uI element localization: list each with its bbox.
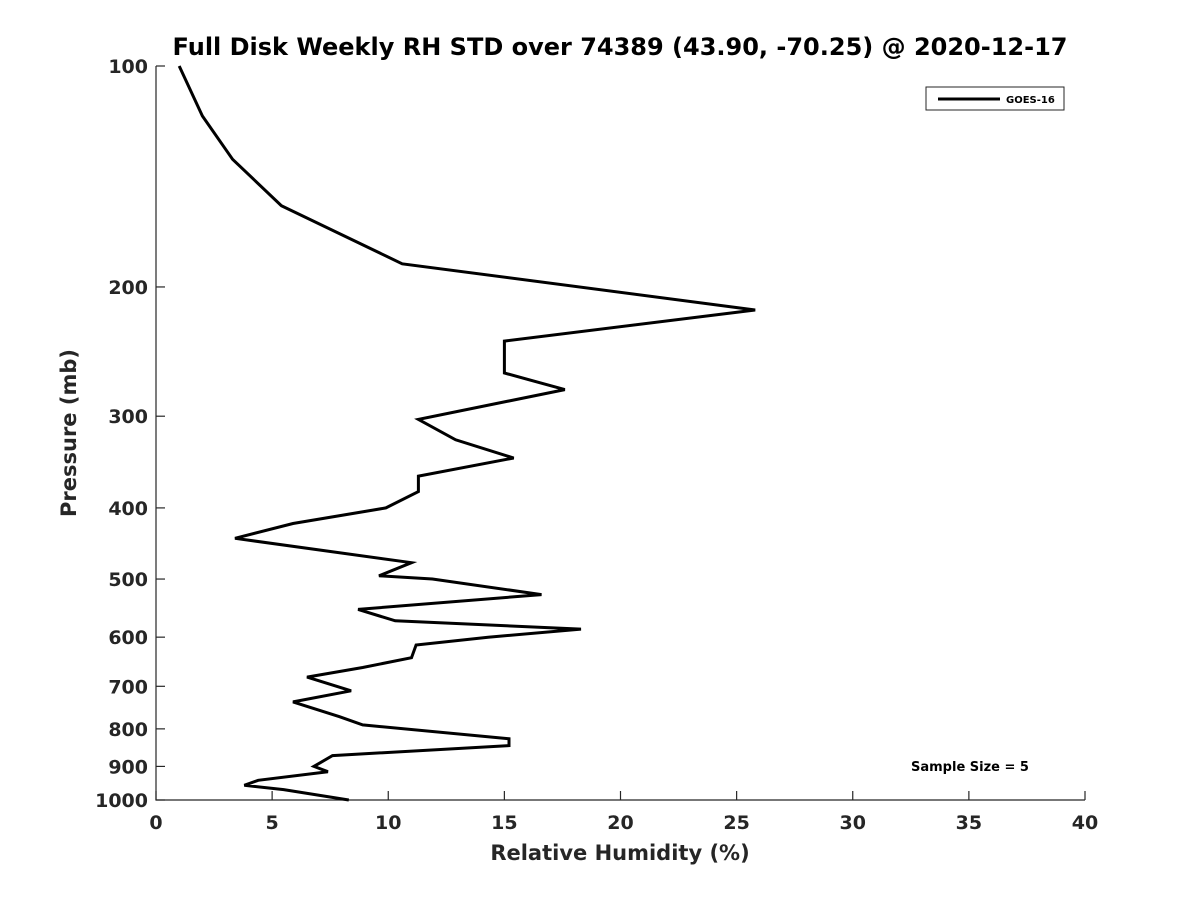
y-axis-label: Pressure (mb) — [57, 349, 81, 517]
x-tick-label: 40 — [1072, 812, 1098, 834]
x-axis: 0 5 10 15 20 25 30 35 40 — [149, 791, 1098, 834]
y-tick-label: 500 — [108, 569, 148, 591]
x-tick-label: 30 — [840, 812, 866, 834]
y-tick-label: 200 — [108, 277, 148, 299]
x-tick-label: 15 — [491, 812, 517, 834]
x-tick-label: 10 — [375, 812, 401, 834]
x-tick-label: 25 — [723, 812, 749, 834]
y-tick-label: 600 — [108, 627, 148, 649]
x-tick-label: 5 — [266, 812, 279, 834]
y-tick-label: 700 — [108, 676, 148, 698]
y-tick-label: 1000 — [95, 790, 148, 812]
legend-label-goes-16: GOES-16 — [1006, 95, 1055, 106]
x-tick-label: 20 — [607, 812, 633, 834]
x-tick-label: 35 — [956, 812, 982, 834]
x-tick-label: 0 — [149, 812, 162, 834]
y-tick-label: 400 — [108, 498, 148, 520]
legend: GOES-16 — [925, 86, 1065, 111]
x-axis-label: Relative Humidity (%) — [490, 841, 749, 865]
y-tick-label: 300 — [108, 406, 148, 428]
y-axis: 100 200 300 400 500 600 700 800 900 1000 — [95, 56, 165, 812]
plot-area — [156, 66, 1085, 800]
sample-size-annotation: Sample Size = 5 — [911, 760, 1029, 775]
chart-title: Full Disk Weekly RH STD over 74389 (43.9… — [173, 33, 1068, 61]
series-line-goes-16 — [177, 65, 756, 802]
y-tick-label: 800 — [108, 719, 148, 741]
series-layer — [177, 65, 756, 802]
y-tick-label: 100 — [108, 56, 148, 78]
y-tick-label: 900 — [108, 756, 148, 778]
